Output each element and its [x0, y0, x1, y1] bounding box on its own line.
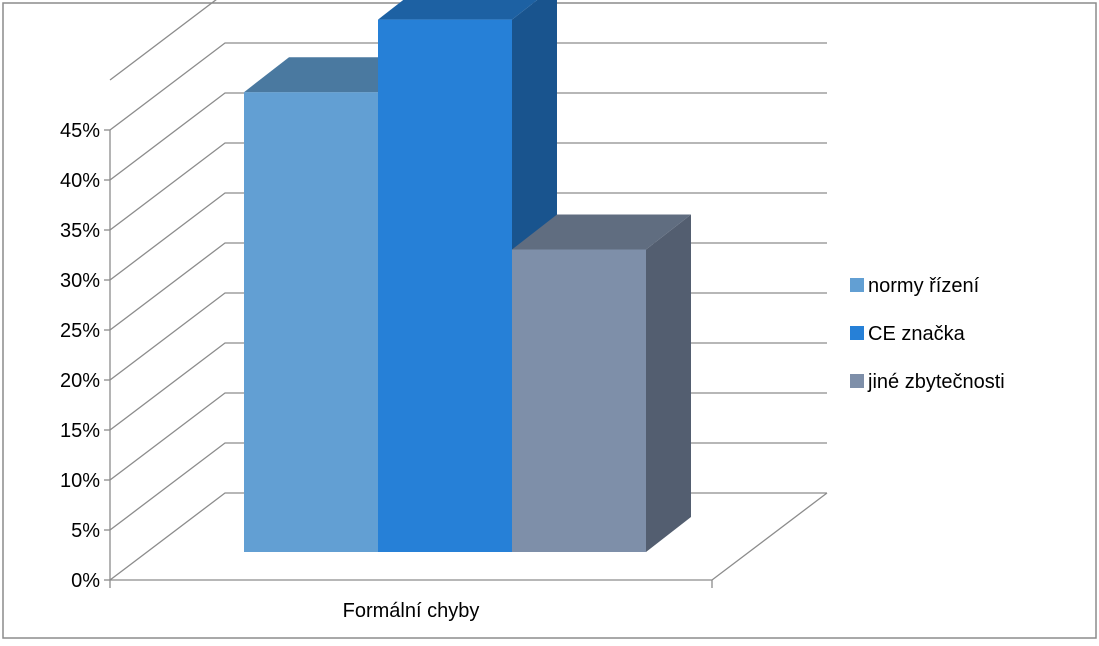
legend-label: normy řízení — [868, 275, 980, 297]
gridline — [109, 42, 827, 131]
legend-label: CE značka — [868, 323, 966, 345]
gridline — [109, 92, 827, 181]
gridline — [109, 192, 827, 281]
y-tick-label: 5% — [71, 520, 100, 542]
legend-swatch — [850, 374, 864, 388]
y-tick-label: 30% — [60, 270, 100, 292]
bar-front — [378, 19, 512, 553]
y-tick-label: 0% — [71, 570, 100, 592]
y-tick-label: 35% — [60, 220, 100, 242]
bar-side — [646, 214, 691, 552]
bar-front — [244, 92, 378, 552]
legend-swatch — [850, 326, 864, 340]
y-tick-label: 10% — [60, 470, 100, 492]
bar-top — [378, 0, 538, 20]
y-tick-label: 40% — [60, 170, 100, 192]
legend-label: jiné zbytečnosti — [867, 371, 1005, 393]
gridline — [109, 142, 827, 231]
bar-2 — [512, 214, 691, 552]
y-tick-label: 15% — [60, 420, 100, 442]
bar-top — [512, 214, 691, 250]
y-tick-label: 20% — [60, 370, 100, 392]
legend-entry: jiné zbytečnosti — [850, 371, 1005, 393]
x-category-label: Formální chyby — [343, 600, 480, 622]
y-tick-label: 25% — [60, 320, 100, 342]
bar-front — [512, 249, 646, 552]
legend-entry: CE značka — [850, 323, 966, 345]
gridline — [109, 0, 217, 81]
y-tick-label: 45% — [60, 120, 100, 142]
legend-entry: normy řízení — [850, 275, 980, 297]
legend-swatch — [850, 278, 864, 292]
